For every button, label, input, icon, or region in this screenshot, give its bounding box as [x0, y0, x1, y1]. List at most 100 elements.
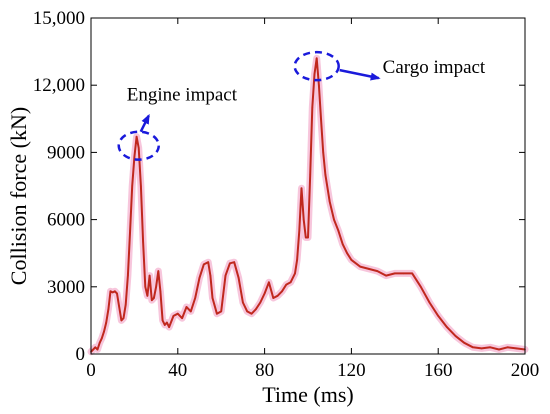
data-point: [298, 230, 301, 232]
data-point: [164, 324, 166, 326]
data-point: [305, 236, 307, 239]
data-point: [311, 106, 314, 109]
data-point: [105, 321, 107, 324]
data-point: [224, 274, 227, 277]
data-point: [133, 156, 136, 158]
data-point: [346, 252, 348, 254]
data-point: [118, 306, 120, 308]
y-tick-label: 3000: [47, 277, 85, 298]
data-point: [161, 319, 164, 322]
data-point: [229, 262, 231, 265]
x-tick-label: 0: [86, 360, 96, 381]
data-point: [318, 84, 320, 86]
data-point: [322, 151, 325, 154]
cargo-impact-arrow: [339, 68, 381, 81]
data-point: [211, 297, 214, 299]
plot-frame: [90, 17, 526, 355]
data-point: [216, 312, 218, 315]
data-point: [341, 243, 344, 245]
data-point: [237, 277, 240, 279]
data-point: [300, 187, 303, 189]
x-axis-ticks: 0 40 80 120 160 200: [86, 18, 539, 381]
y-tick-label: 15,000: [33, 8, 85, 29]
data-point: [489, 346, 492, 349]
data-point: [368, 268, 370, 270]
data-point: [454, 335, 457, 337]
engine-impact-marker: [117, 130, 160, 161]
data-point: [94, 346, 97, 349]
data-point: [255, 308, 257, 311]
data-point: [328, 200, 331, 203]
data-point: [333, 218, 335, 221]
data-point: [472, 346, 474, 349]
data-point: [166, 321, 168, 324]
y-tick-label: 9000: [47, 142, 85, 163]
data-point: [190, 310, 192, 313]
data-point: [194, 297, 196, 299]
data-point: [307, 236, 309, 239]
cargo-impact-marker: [293, 50, 340, 82]
data-point: [209, 274, 212, 277]
data-point: [420, 286, 422, 288]
y-axis-ticks: 0 3000 6000 9000 12,000 15,000: [33, 8, 525, 365]
engine-impact-label: Engine impact: [127, 85, 238, 106]
data-point: [276, 295, 279, 297]
data-point: [337, 230, 340, 232]
data-point: [153, 297, 155, 299]
data-point: [309, 174, 312, 176]
data-point: [111, 291, 114, 294]
data-point: [148, 274, 151, 277]
data-point: [324, 174, 327, 176]
data-point: [446, 326, 448, 328]
data-point: [313, 73, 316, 75]
data-point: [157, 270, 160, 272]
annotations: Engine impact Cargo impact: [117, 50, 486, 161]
data-point: [142, 241, 144, 243]
data-point: [168, 326, 170, 328]
data-point: [285, 283, 288, 286]
data-point: [385, 274, 387, 277]
x-tick-label: 120: [337, 360, 366, 381]
data-point: [281, 290, 283, 293]
data-point: [135, 135, 138, 138]
data-point: [394, 272, 396, 275]
data-point: [185, 306, 188, 308]
data-point: [107, 308, 110, 311]
data-point: [437, 315, 440, 317]
data-point: [155, 286, 157, 288]
data-point: [498, 348, 500, 351]
data-point: [359, 265, 361, 268]
data-point: [146, 295, 149, 297]
data-point: [96, 348, 99, 351]
data-point: [103, 330, 105, 333]
x-tick-label: 160: [424, 360, 453, 381]
data-point: [109, 290, 112, 293]
data-point: [98, 342, 101, 344]
data-point: [177, 312, 179, 315]
data-point: [120, 319, 123, 322]
data-point: [92, 348, 94, 351]
data-point: [376, 270, 379, 272]
data-point: [127, 274, 129, 277]
data-point: [246, 310, 248, 313]
data-point: [101, 337, 103, 340]
data-point: [122, 317, 125, 320]
data-point: [137, 147, 140, 149]
data-point: [428, 301, 431, 304]
data-point: [296, 259, 298, 261]
data-point: [114, 290, 116, 293]
y-tick-label: 0: [76, 344, 86, 365]
x-tick-label: 200: [511, 360, 540, 381]
cargo-impact-label: Cargo impact: [383, 57, 486, 78]
x-axis-title: Time (ms): [262, 382, 353, 407]
data-point: [289, 281, 292, 284]
data-point: [272, 297, 275, 299]
data-point: [250, 312, 253, 315]
x-tick-label: 80: [255, 360, 274, 381]
data-point: [233, 261, 235, 264]
data-point: [315, 57, 318, 60]
data-point: [140, 185, 142, 187]
data-point: [151, 299, 153, 302]
data-point: [203, 263, 205, 266]
